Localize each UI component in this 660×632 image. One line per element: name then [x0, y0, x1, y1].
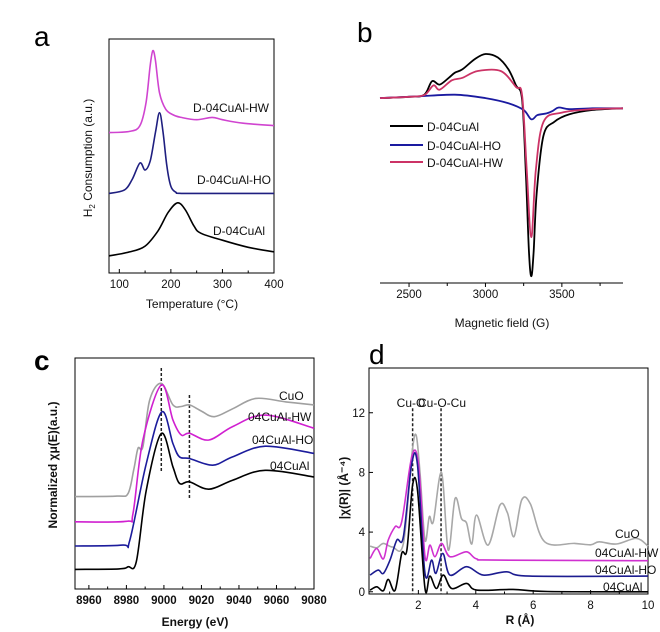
series-line-04cual-ho — [74, 410, 315, 549]
curves-a — [108, 49, 275, 257]
x-tick-label: 3000 — [473, 289, 499, 301]
series-line-04cual — [369, 476, 649, 594]
curve-label-ho: 04CuAl-HO — [595, 563, 656, 577]
series-line-04cual-ho — [369, 452, 649, 579]
x-tick-label: 9060 — [264, 595, 290, 607]
x-ticks-a: 100 200 300 400 — [110, 269, 284, 291]
panel-letter-b: b — [357, 17, 373, 48]
legend-label-hw: D-04CuAl-HW — [427, 156, 504, 170]
panel-d: d 2 4 6 8 10 0 4 8 12 Cu-O Cu-O-Cu CuO 04CuAl-HW… — [336, 339, 659, 627]
x-ticks-b: 2500 3000 3500 — [396, 283, 601, 301]
series-line-cuo — [74, 382, 315, 498]
x-axis-label-c: Energy (eV) — [162, 615, 229, 629]
reference-lines-d — [411, 408, 442, 594]
plot-frame-c — [74, 357, 315, 590]
x-tick-label: 8980 — [114, 595, 140, 607]
x-tick-label: 300 — [213, 279, 232, 291]
curves-b — [379, 53, 624, 278]
x-tick-label: 4 — [473, 600, 480, 612]
series-line-04cual-hw — [369, 449, 649, 562]
x-tick-label: 100 — [110, 279, 129, 291]
curve-label-cuo: CuO — [279, 389, 304, 403]
x-tick-label: 3500 — [549, 289, 575, 301]
y-label-sub: 2 — [88, 204, 97, 209]
legend-b: D-04CuAl D-04CuAl-HO D-04CuAl-HW — [390, 120, 504, 170]
legend-label-ho: D-04CuAl-HO — [427, 139, 501, 153]
series-line-d-04cual — [108, 201, 275, 257]
panel-letter-a: a — [34, 21, 50, 52]
panel-b: b 2500 3000 3500 D-04CuAl D-04CuAl-HO D-04… — [357, 17, 624, 330]
y-tick-label: 4 — [359, 527, 366, 539]
series-line-d-04cual-hw — [379, 68, 624, 239]
x-tick-label: 8960 — [76, 595, 102, 607]
y-tick-label: 0 — [359, 587, 365, 599]
panel-letter-d: d — [369, 339, 385, 370]
x-tick-label: 9000 — [151, 595, 177, 607]
curve-label-base: 04CuAl — [603, 580, 642, 594]
y-tick-label: 8 — [359, 467, 365, 479]
ticks-d: 2 4 6 8 10 0 4 8 12 — [352, 408, 654, 612]
curve-label-hw: 04CuAl-HW — [248, 410, 312, 424]
series-line-04cual-hw — [74, 384, 315, 523]
curve-label-ho: 04CuAl-HO — [252, 433, 313, 447]
x-axis-label-a: Temperature (°C) — [146, 297, 238, 311]
y-label-rest: Consumption (a.u.) — [81, 99, 95, 204]
x-tick-label: 400 — [264, 279, 283, 291]
curves-c — [74, 382, 315, 571]
legend-label-base: D-04CuAl — [427, 120, 479, 134]
x-tick-label: 8 — [587, 600, 593, 612]
x-tick-label: 2500 — [396, 289, 422, 301]
curve-label-base: 04CuAl — [270, 459, 309, 473]
plot-frame-d — [368, 367, 649, 595]
annotation-cu-o-cu: Cu-O-Cu — [418, 396, 466, 410]
x-tick-label: 9020 — [189, 595, 215, 607]
x-axis-label-b: Magnetic field (G) — [455, 316, 550, 330]
curve-label-cuo: CuO — [615, 527, 640, 541]
x-tick-label: 200 — [161, 279, 180, 291]
y-axis-label-a: H2 Consumption (a.u.) — [81, 99, 97, 218]
panel-letter-c: c — [34, 345, 50, 376]
curve-label-hw: D-04CuAl-HW — [193, 101, 270, 115]
x-tick-label: 9040 — [226, 595, 252, 607]
x-tick-label: 10 — [642, 600, 655, 612]
x-axis-label-d: R (Å) — [506, 612, 535, 627]
annotation-cu-o: Cu-O — [397, 396, 426, 410]
panel-c: c 8960 8980 9000 9020 9040 9060 9080 CuO 04CuA… — [34, 345, 327, 629]
series-line-d-04cual-ho — [379, 93, 624, 121]
curve-label-base: D-04CuAl — [213, 224, 265, 238]
curve-label-ho: D-04CuAl-HO — [197, 173, 271, 187]
plot-frame-a — [108, 38, 275, 274]
x-tick-label: 2 — [415, 600, 421, 612]
panel-a: a 100 200 300 400 D-04CuAl-HW D-04CuAl-HO D… — [34, 21, 284, 311]
y-label-h: H — [81, 209, 95, 218]
y-axis-label-c: Normalized χμ(E)(a.u.) — [46, 402, 60, 529]
x-tick-label: 9080 — [301, 595, 327, 607]
x-tick-label: 6 — [530, 600, 536, 612]
series-line-d-04cual — [379, 53, 624, 278]
series-line-d-04cual-hw — [108, 49, 275, 134]
y-tick-label: 12 — [352, 408, 365, 420]
curve-label-hw: 04CuAl-HW — [595, 546, 659, 560]
curves-d — [369, 433, 649, 594]
series-line-04cual — [74, 432, 315, 571]
y-axis-label-d: |χ(R)| (Å⁻⁴) — [336, 457, 351, 520]
series-line-d-04cual-ho — [108, 111, 274, 195]
x-ticks-c: 8960 8980 9000 9020 9040 9060 9080 — [76, 585, 327, 607]
